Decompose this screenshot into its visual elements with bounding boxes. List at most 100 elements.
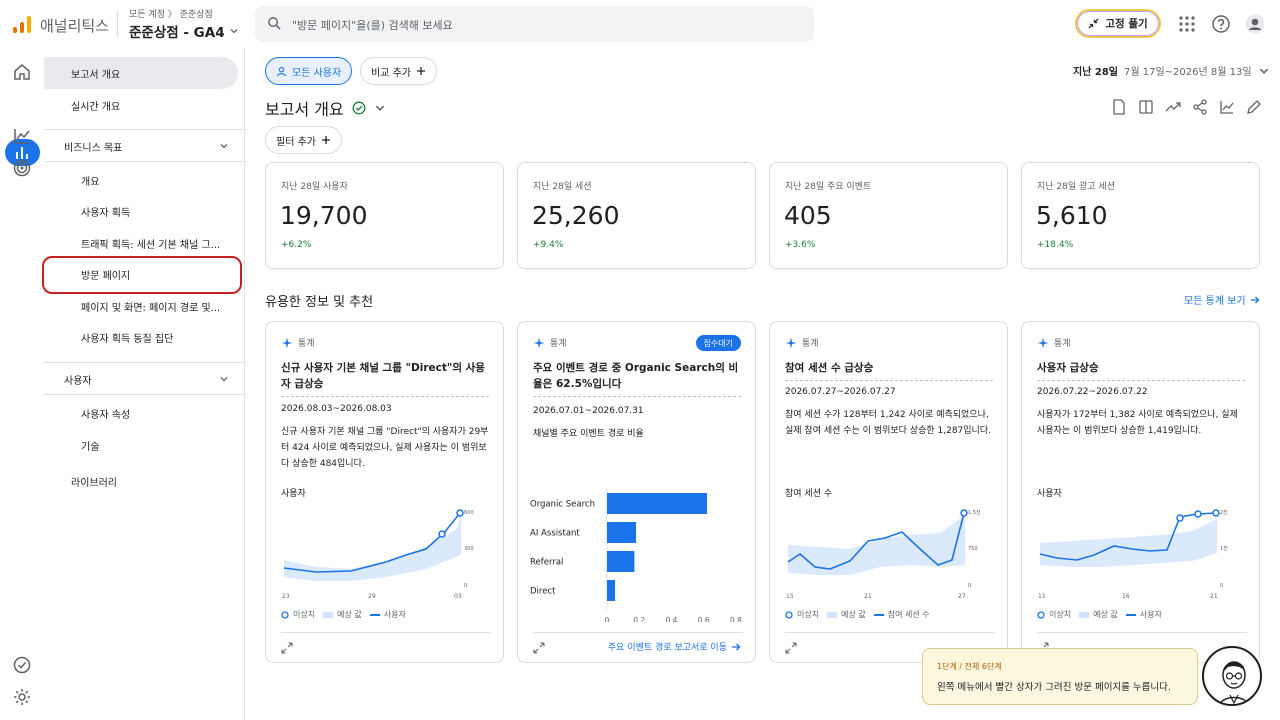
y-tick: 750 bbox=[968, 546, 978, 552]
page-title-row: 보고서 개요 bbox=[265, 96, 386, 120]
bar[interactable] bbox=[607, 522, 637, 543]
x-tick: 23 bbox=[282, 593, 290, 600]
insight-card-users-spike[interactable]: 통계 사용자 급상승 2026.07.22~2026.07.22 사용자가 17… bbox=[1021, 321, 1260, 663]
edit-pencil-icon[interactable] bbox=[1245, 98, 1263, 116]
anomaly-point bbox=[1176, 514, 1184, 522]
property-selector[interactable]: 준준상점 - GA4 bbox=[129, 21, 239, 41]
sidebar-item-user-attributes[interactable]: 사용자 속성 bbox=[44, 397, 245, 429]
legend-label: 이상치 bbox=[1049, 610, 1072, 619]
anomaly-point bbox=[456, 509, 464, 517]
sidebar-item-acquisition-cohort[interactable]: 사용자 획득 동질 집단 bbox=[44, 321, 245, 353]
kpi-delta: +9.4% bbox=[533, 240, 564, 250]
expand-icon[interactable] bbox=[785, 642, 797, 654]
sidebar-item-pages-screens[interactable]: 페이지 및 화면: 페이지 경로 및... bbox=[44, 290, 245, 322]
legend-series: 사용자 bbox=[1125, 609, 1162, 620]
sidebar-item-overview[interactable]: 개요 bbox=[44, 164, 245, 196]
sidebar-section-business[interactable]: 비즈니스 목표 bbox=[44, 130, 245, 162]
legend-anomaly: 이상치 bbox=[1037, 609, 1071, 620]
legend-expected: 예상 값 bbox=[1079, 609, 1118, 620]
divider bbox=[44, 161, 245, 162]
divider bbox=[1037, 632, 1247, 633]
legend-anomaly: 이상치 bbox=[785, 609, 819, 620]
date-range-prefix: 지난 28일 bbox=[1073, 67, 1118, 78]
insight-tag-label: 통계 bbox=[298, 339, 315, 349]
search-bar[interactable]: "방문 페이지"을(를) 검색해 보세요 bbox=[255, 6, 814, 42]
anomaly-marker-icon bbox=[281, 610, 289, 619]
help-icon[interactable] bbox=[1211, 14, 1231, 34]
insight-card-engaged-sessions[interactable]: 통계 참여 세션 수 급상승 2026.07.27~2026.07.27 참여 … bbox=[769, 321, 1008, 663]
bar-category-label: AI Assistant bbox=[530, 529, 580, 539]
expected-range-band bbox=[284, 515, 461, 581]
check-circle-icon[interactable] bbox=[12, 655, 32, 675]
breadcrumb[interactable]: 모든 계정 〉 준준상점 bbox=[129, 10, 213, 20]
bar[interactable] bbox=[607, 580, 616, 601]
sidebar-item-user-acquisition[interactable]: 사용자 획득 bbox=[44, 195, 245, 227]
insight-date: 2026.07.27~2026.07.27 bbox=[785, 387, 896, 397]
legend-label: 이상치 bbox=[797, 610, 820, 619]
line-swatch-icon bbox=[369, 613, 380, 616]
kpi-label: 지난 28일 세션 bbox=[533, 182, 592, 192]
legend-label: 이상치 bbox=[293, 610, 316, 619]
compare-columns-icon[interactable] bbox=[1137, 98, 1155, 116]
insight-card-direct-users[interactable]: 통계 신규 사용자 기본 채널 그룹 "Direct"의 사용자 급상승 202… bbox=[265, 321, 504, 663]
arrow-right-icon bbox=[1250, 296, 1259, 303]
legend-label: 예상 값 bbox=[1093, 610, 1118, 619]
kpi-delta: +6.2% bbox=[281, 240, 312, 250]
kpi-value: 5,610 bbox=[1036, 201, 1108, 230]
unpin-button[interactable]: 고정 풀기 bbox=[1075, 9, 1161, 38]
account-avatar-icon[interactable] bbox=[1245, 14, 1265, 34]
sidebar-item-realtime[interactable]: 실시간 개요 bbox=[44, 89, 245, 121]
expand-icon[interactable] bbox=[281, 642, 293, 654]
link-label: 주요 이벤트 경로 보고서로 이동 bbox=[607, 643, 727, 653]
expand-icon[interactable] bbox=[533, 642, 545, 654]
add-comparison-button[interactable]: 비교 추가 bbox=[360, 57, 437, 85]
date-range-value: 7월 17일~2026년 8월 13일 bbox=[1124, 67, 1252, 78]
x-tick: 16 bbox=[1122, 593, 1130, 600]
share-icon[interactable] bbox=[1191, 98, 1209, 116]
sidebar-section-user[interactable]: 사용자 bbox=[44, 363, 245, 395]
section-label: 비즈니스 목표 bbox=[64, 142, 123, 154]
bar-category-label: Direct bbox=[530, 587, 556, 597]
sidebar-item-traffic-acquisition[interactable]: 트래픽 획득: 세션 기본 채널 그... bbox=[44, 227, 245, 259]
insight-description: 채널별 주요 이벤트 경로 비율 bbox=[533, 429, 644, 439]
trending-icon[interactable] bbox=[1164, 98, 1182, 116]
see-all-insights-link[interactable]: 모든 통계 보기 bbox=[1184, 292, 1260, 307]
insight-metric-label: 사용자 bbox=[1037, 489, 1062, 499]
insight-description: 참여 세션 수가 128부터 1,242 사이로 예측되었으나, 실제 참여 세… bbox=[785, 410, 991, 436]
nav-rail bbox=[0, 48, 44, 720]
divider bbox=[785, 632, 995, 633]
insight-line-chart: 15 21 27 1.5천 750 0 bbox=[786, 509, 981, 600]
page-title: 보고서 개요 bbox=[265, 100, 344, 119]
advertising-target-icon[interactable] bbox=[12, 158, 32, 178]
y-tick: 1.5천 bbox=[968, 509, 981, 516]
apps-grid-icon[interactable] bbox=[1177, 14, 1197, 34]
sidebar-item-tech[interactable]: 기술 bbox=[44, 429, 245, 461]
document-icon[interactable] bbox=[1110, 98, 1128, 116]
y-tick: 0 bbox=[968, 583, 971, 589]
sidebar-item-library[interactable]: 라이브러리 bbox=[44, 465, 245, 497]
date-range-picker[interactable]: 지난 28일 7월 17일~2026년 8월 13일 bbox=[1073, 63, 1270, 78]
settings-gear-icon[interactable] bbox=[12, 687, 32, 707]
kpi-card-key-events[interactable]: 지난 28일 주요 이벤트 405 +3.6% bbox=[769, 162, 1008, 269]
bar[interactable] bbox=[607, 551, 635, 572]
x-tick: 21 bbox=[1210, 593, 1218, 600]
kpi-card-users[interactable]: 지난 28일 사용자 19,700 +6.2% bbox=[265, 162, 504, 269]
insights-chart-icon[interactable] bbox=[1218, 98, 1236, 116]
reports-bar-icon bbox=[16, 147, 28, 159]
explore-chart-icon[interactable] bbox=[12, 126, 32, 146]
sidebar-item-reports-overview[interactable]: 보고서 개요 bbox=[44, 57, 238, 89]
home-icon[interactable] bbox=[12, 62, 32, 82]
chevron-down-icon[interactable] bbox=[374, 102, 386, 114]
kpi-card-ad-sessions[interactable]: 지난 28일 광고 세션 5,610 +18.4% bbox=[1021, 162, 1260, 269]
section-label: 사용자 bbox=[64, 375, 92, 387]
series-line bbox=[1039, 512, 1218, 561]
insight-card-key-event-path[interactable]: 통계 접수대기 주요 이벤트 경로 중 Organic Search의 비율은 … bbox=[517, 321, 756, 663]
key-event-path-report-link[interactable]: 주요 이벤트 경로 보고서로 이동 bbox=[608, 640, 741, 653]
reports-nav-active[interactable] bbox=[5, 139, 40, 166]
add-filter-button[interactable]: 필터 추가 bbox=[265, 126, 342, 154]
sidebar-item-landing-page[interactable]: 방문 페이지 bbox=[44, 258, 245, 290]
bar[interactable] bbox=[607, 493, 707, 514]
kpi-card-sessions[interactable]: 지난 28일 세션 25,260 +9.4% bbox=[517, 162, 756, 269]
segment-chip-all-users[interactable]: 모든 사용자 bbox=[265, 57, 353, 85]
sidebar-item-label: 실시간 개요 bbox=[71, 101, 121, 113]
